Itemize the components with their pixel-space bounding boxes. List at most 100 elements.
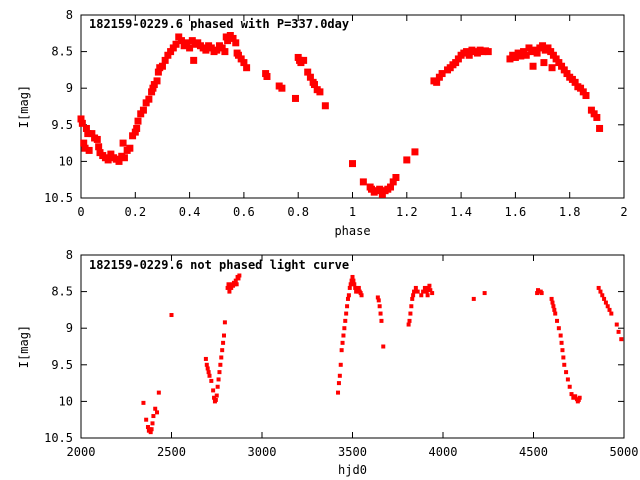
unphased-data-point — [220, 348, 225, 353]
phased-y-ticks: 8 8.5 9 9.5 10 10.5 — [44, 8, 624, 205]
unphased-data-point — [356, 285, 361, 290]
unphased-data-point — [600, 293, 605, 298]
unphased-data-point — [560, 348, 565, 353]
unphased-data-point — [577, 395, 582, 400]
unphased-data-point — [144, 417, 149, 422]
phased-data-point — [78, 119, 86, 127]
phased-data-point — [359, 178, 367, 186]
unphased-data-point — [206, 370, 211, 375]
phased-data-point — [539, 42, 547, 50]
phased-data-point — [291, 94, 299, 102]
unphased-data-point — [155, 410, 160, 415]
phased-data-point — [506, 55, 514, 63]
unphased-data-point — [430, 291, 435, 296]
unphased-data-point — [411, 293, 416, 298]
phased-data-point — [544, 44, 552, 52]
phased-data-point — [186, 44, 194, 52]
phased-data-point — [529, 62, 537, 70]
phased-data-point — [88, 130, 96, 138]
phased-data-point — [349, 160, 356, 168]
phased-data-point — [484, 48, 492, 56]
phased-data-point — [593, 113, 601, 121]
phased-data-point — [590, 110, 598, 118]
phased-data-point — [316, 88, 324, 96]
unphased-data-point — [345, 304, 350, 309]
unphased-panel: 8 8.5 9 9.5 10 10.5 2000 2500 3000 3500 4000 4500 5… — [17, 248, 638, 477]
phased-data-point — [376, 185, 384, 193]
unphased-data-points — [141, 273, 624, 435]
unphased-data-point — [564, 370, 569, 375]
unphased-data-point — [339, 348, 344, 353]
phased-data-point — [77, 115, 85, 123]
unphased-data-point — [203, 356, 208, 361]
unphased-data-point — [156, 390, 161, 395]
unphased-x-tick-label: 3500 — [338, 445, 367, 459]
phased-data-point — [222, 33, 230, 41]
phased-data-point — [229, 34, 237, 42]
unphased-data-point — [149, 427, 154, 432]
phased-data-point — [154, 68, 162, 76]
phased-data-point — [433, 78, 441, 86]
unphased-data-point — [415, 289, 420, 294]
unphased-data-point — [598, 289, 603, 294]
phased-data-point — [582, 92, 590, 100]
phased-data-point — [304, 68, 312, 76]
phased-data-point — [240, 59, 248, 67]
phased-data-point — [120, 154, 128, 162]
unphased-data-point — [426, 285, 431, 290]
phased-data-point — [587, 106, 595, 114]
phased-data-point — [164, 51, 172, 59]
phased-data-point — [202, 46, 210, 54]
unphased-data-point — [569, 392, 574, 397]
phased-data-point — [134, 117, 142, 125]
phased-x-axis-label: phase — [334, 224, 370, 238]
phased-data-point — [555, 59, 563, 67]
unphased-chart-title: 182159-0229.6 not phased light curve — [89, 258, 349, 272]
unphased-y-axis-label: I[mag] — [17, 325, 31, 368]
unphased-data-point — [212, 395, 217, 400]
unphased-data-point — [213, 397, 218, 402]
unphased-data-point — [425, 293, 430, 298]
phased-data-point — [224, 37, 232, 45]
unphased-x-axis-label: hjd0 — [338, 463, 367, 477]
phased-data-point — [158, 62, 166, 70]
phased-x-tick-label: 0 — [77, 205, 84, 219]
unphased-data-point — [482, 291, 487, 296]
unphased-data-point — [229, 285, 234, 290]
unphased-data-point — [422, 285, 427, 290]
phased-x-tick-label: 1.6 — [505, 205, 527, 219]
unphased-data-point — [558, 333, 563, 338]
phased-data-point — [161, 56, 169, 64]
unphased-data-point — [209, 378, 214, 383]
unphased-y-tick-label: 9.5 — [51, 358, 73, 372]
phased-data-point — [438, 70, 446, 78]
phased-data-point — [80, 139, 88, 147]
unphased-data-point — [153, 406, 158, 411]
phased-data-point — [549, 51, 557, 59]
phased-data-point — [520, 48, 528, 56]
unphased-data-point — [150, 421, 155, 426]
phased-panel: 8 8.5 9 9.5 10 10.5 0 0.2 0.4 0.6 0.8 1 1.2 1.4 1.6 1.… — [17, 8, 628, 238]
unphased-data-point — [353, 285, 358, 290]
phased-data-point — [142, 99, 150, 107]
phased-data-point — [129, 132, 137, 140]
unphased-x-tick-label: 4500 — [519, 445, 548, 459]
unphased-data-point — [381, 344, 386, 349]
phased-data-point — [596, 124, 604, 132]
phased-x-tick-label: 1.2 — [396, 205, 418, 219]
unphased-data-point — [227, 289, 232, 294]
unphased-y-tick-label: 9 — [66, 321, 73, 335]
unphased-data-point — [346, 293, 351, 298]
unphased-data-point — [169, 313, 174, 318]
unphased-data-point — [225, 285, 230, 290]
unphased-x-ticks: 2000 2500 3000 3500 4000 4500 5000 — [67, 255, 638, 459]
phased-data-point — [465, 51, 473, 59]
unphased-y-tick-label: 10.5 — [44, 431, 73, 445]
unphased-data-point — [424, 289, 429, 294]
unphased-data-point — [421, 289, 426, 294]
phased-data-point — [547, 48, 555, 56]
unphased-data-point — [406, 322, 411, 327]
unphased-y-ticks: 8 8.5 9 9.5 10 10.5 — [44, 248, 624, 445]
phased-data-point — [145, 95, 153, 103]
unphased-data-point — [562, 362, 567, 367]
